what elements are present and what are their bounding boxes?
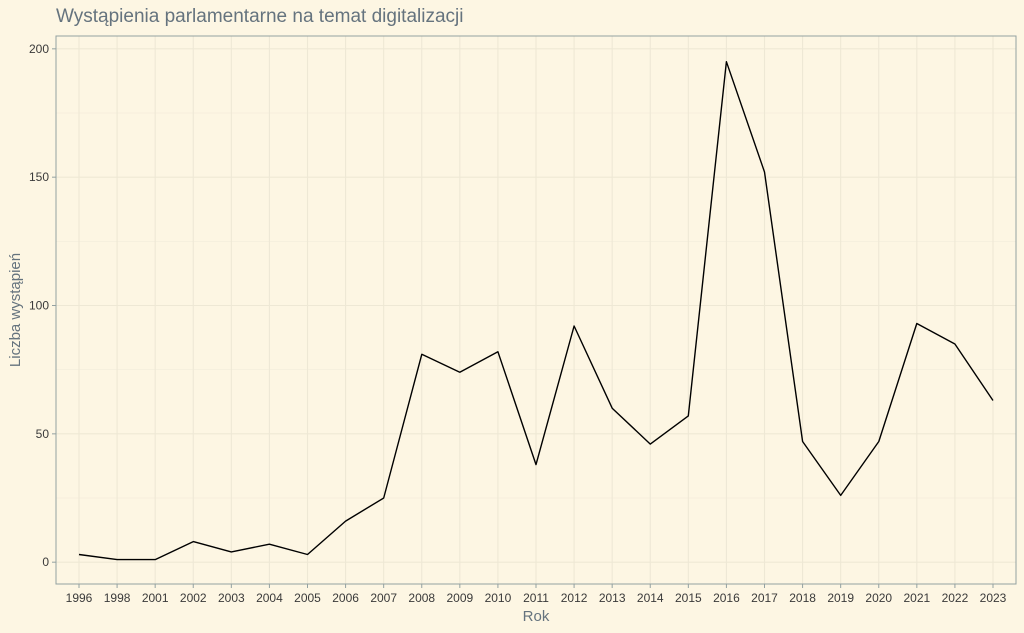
x-axis-title: Rok (523, 608, 550, 625)
y-tick-label: 200 (29, 42, 49, 56)
series-line (78, 61, 994, 561)
x-tick-label: 2006 (332, 591, 359, 605)
x-tick-label: 2016 (713, 591, 740, 605)
y-tick-label: 50 (36, 427, 50, 441)
x-tick-label: 2017 (751, 591, 778, 605)
x-tick-label: 2012 (561, 591, 588, 605)
series-group (78, 61, 994, 561)
x-tick-label: 2013 (599, 591, 626, 605)
x-tick-label: 2010 (485, 591, 512, 605)
x-tick-label: 2001 (142, 591, 169, 605)
chart-title: Wystąpienia parlamentarne na temat digit… (56, 6, 463, 27)
x-tick-label: 2023 (980, 591, 1007, 605)
y-tick-label: 100 (29, 299, 49, 313)
x-tick-label: 2015 (675, 591, 702, 605)
x-tick-label: 2022 (942, 591, 969, 605)
x-tick-label: 2019 (827, 591, 854, 605)
x-tick-label: 2014 (637, 591, 664, 605)
x-tick-label: 2011 (523, 591, 549, 605)
y-tick-label: 0 (42, 555, 49, 569)
axis-ticks: 0 50 100 150 200 1996 1998 2001 2002 2003 2004 2005… (29, 42, 1007, 605)
x-tick-label: 2004 (256, 591, 283, 605)
x-tick-label: 2008 (408, 591, 435, 605)
x-tick-label: 1996 (66, 591, 93, 605)
x-tick-label: 2007 (370, 591, 397, 605)
x-tick-label: 2005 (294, 591, 321, 605)
x-tick-label: 1998 (104, 591, 131, 605)
x-tick-label: 2009 (446, 591, 473, 605)
y-axis-title: Liczba wystąpień (7, 253, 24, 367)
y-tick-label: 150 (29, 170, 49, 184)
x-tick-label: 2020 (865, 591, 892, 605)
x-tick-label: 2018 (789, 591, 816, 605)
x-tick-label: 2021 (903, 591, 930, 605)
grid (56, 36, 1016, 584)
x-tick-label: 2003 (218, 591, 245, 605)
x-tick-label: 2002 (180, 591, 207, 605)
